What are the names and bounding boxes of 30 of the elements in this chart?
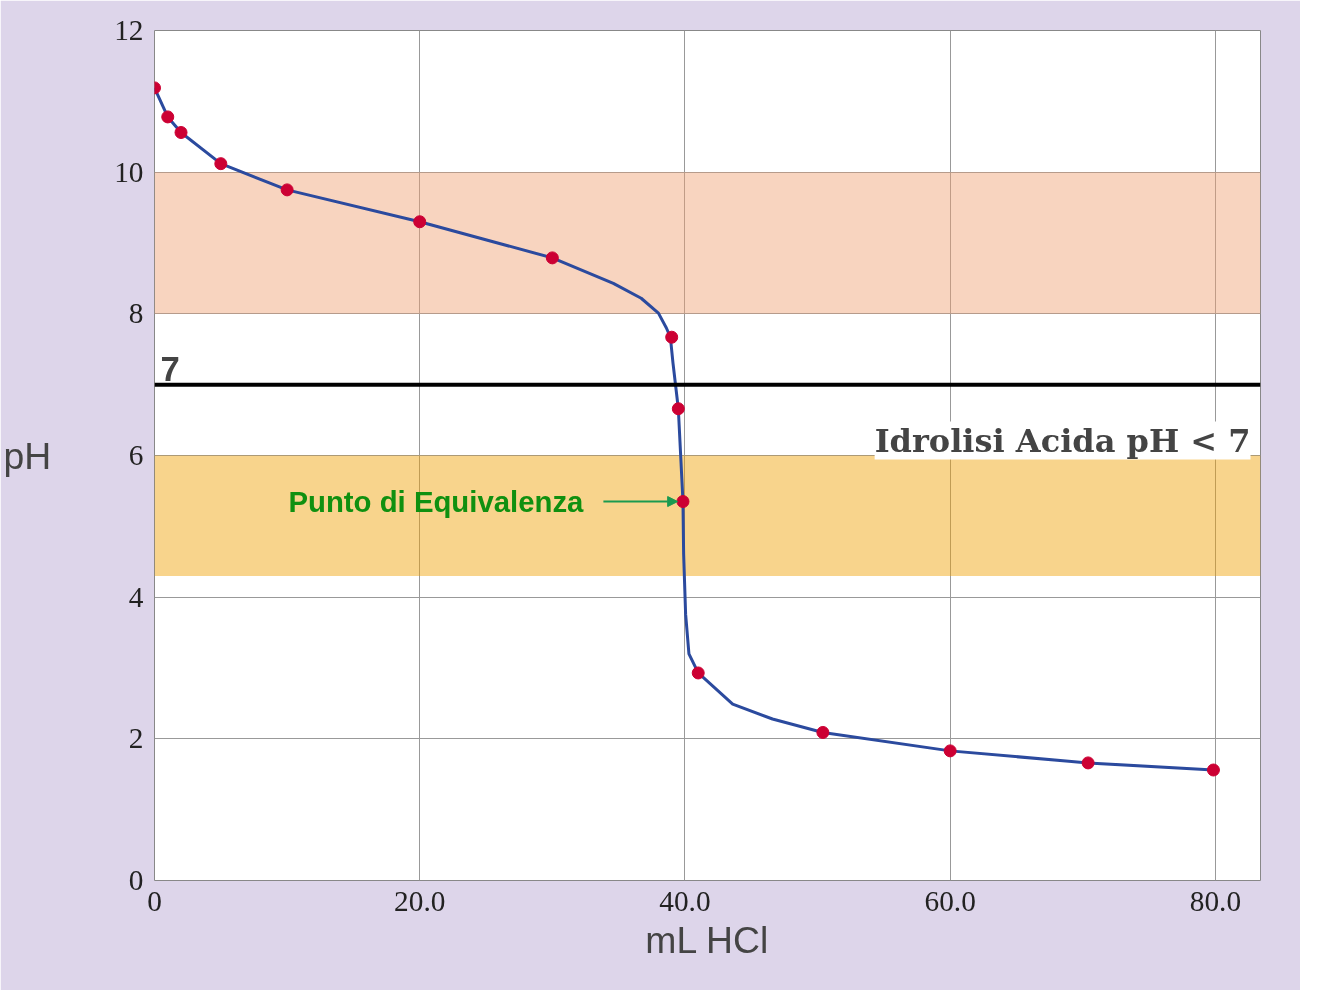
point	[1081, 756, 1095, 770]
point	[1206, 763, 1220, 777]
point	[676, 495, 690, 509]
y-axis-title: pH	[3, 434, 52, 477]
point	[665, 330, 679, 344]
annotation: Punto di Equivalenza	[288, 485, 585, 519]
point	[413, 215, 427, 229]
y-tick-label: 2	[128, 722, 144, 755]
ref-line-label: 7	[160, 349, 180, 388]
point	[214, 157, 228, 171]
point	[545, 251, 559, 265]
annotation: Idrolisi Acida pH < 7	[874, 421, 1251, 460]
point	[943, 744, 957, 758]
y-tick-label: 10	[114, 155, 144, 188]
y-tick-label: 6	[128, 439, 144, 471]
y-tick-label: 12	[114, 14, 144, 46]
point	[671, 402, 685, 416]
x-tick-label: 40.0	[659, 884, 711, 917]
x-tick-label: 60.0	[924, 884, 976, 917]
x-tick-label: 80.0	[1189, 884, 1242, 917]
point	[816, 725, 830, 739]
y-tick-label: 8	[128, 297, 144, 330]
point	[280, 183, 294, 197]
point	[174, 126, 188, 139]
x-axis-title: mL HCl	[645, 918, 769, 961]
point	[691, 666, 705, 680]
y-tick-label: 0	[128, 864, 144, 896]
y-tick-label: 4	[128, 580, 144, 613]
x-tick-label: 20.0	[394, 884, 446, 917]
point	[161, 110, 175, 124]
